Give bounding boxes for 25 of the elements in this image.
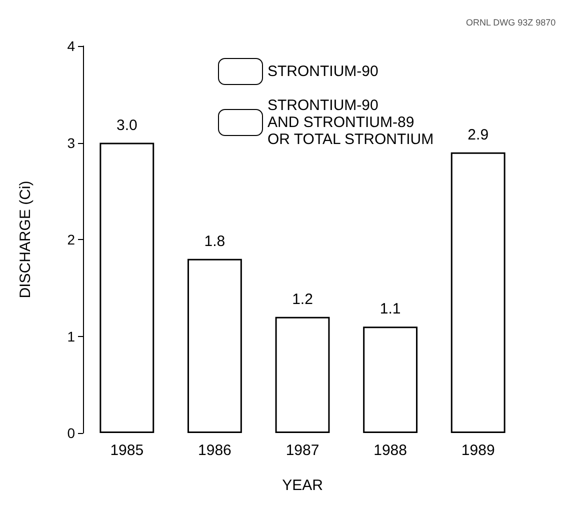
data-label: 1.2 [292, 290, 313, 308]
y-tick-label: 1 [67, 328, 76, 344]
bar [187, 258, 242, 433]
bar [100, 142, 154, 433]
x-tick-label: 1987 [286, 442, 320, 459]
legend-label: STRONTIUM-90 AND STRONTIUM-89 OR TOTAL STRONTIUM [268, 97, 434, 148]
legend-label: STRONTIUM-90 [268, 63, 378, 80]
x-tick-label: 1989 [461, 442, 495, 459]
data-label: 1.1 [380, 300, 401, 318]
text: ORNL DWG 93Z 9870 [466, 18, 556, 28]
x-tick-label: 1988 [374, 442, 407, 459]
x-tick-label: 1986 [198, 442, 232, 459]
bar [363, 326, 418, 433]
x-tick-label: 1985 [110, 442, 144, 459]
y-axis-title: DISCHARGE (Ci) [17, 180, 34, 298]
y-tick-label: 0 [67, 425, 76, 441]
data-label: 1.8 [204, 232, 226, 250]
y-tick-label: 2 [67, 232, 76, 248]
bar [450, 152, 506, 433]
bar [275, 316, 330, 433]
y-tick-label: 3 [67, 134, 76, 151]
x-axis-title: YEAR [282, 477, 324, 494]
data-label: 3.0 [116, 116, 138, 134]
data-label: 2.9 [468, 126, 489, 144]
y-tick-label: 4 [67, 38, 76, 54]
